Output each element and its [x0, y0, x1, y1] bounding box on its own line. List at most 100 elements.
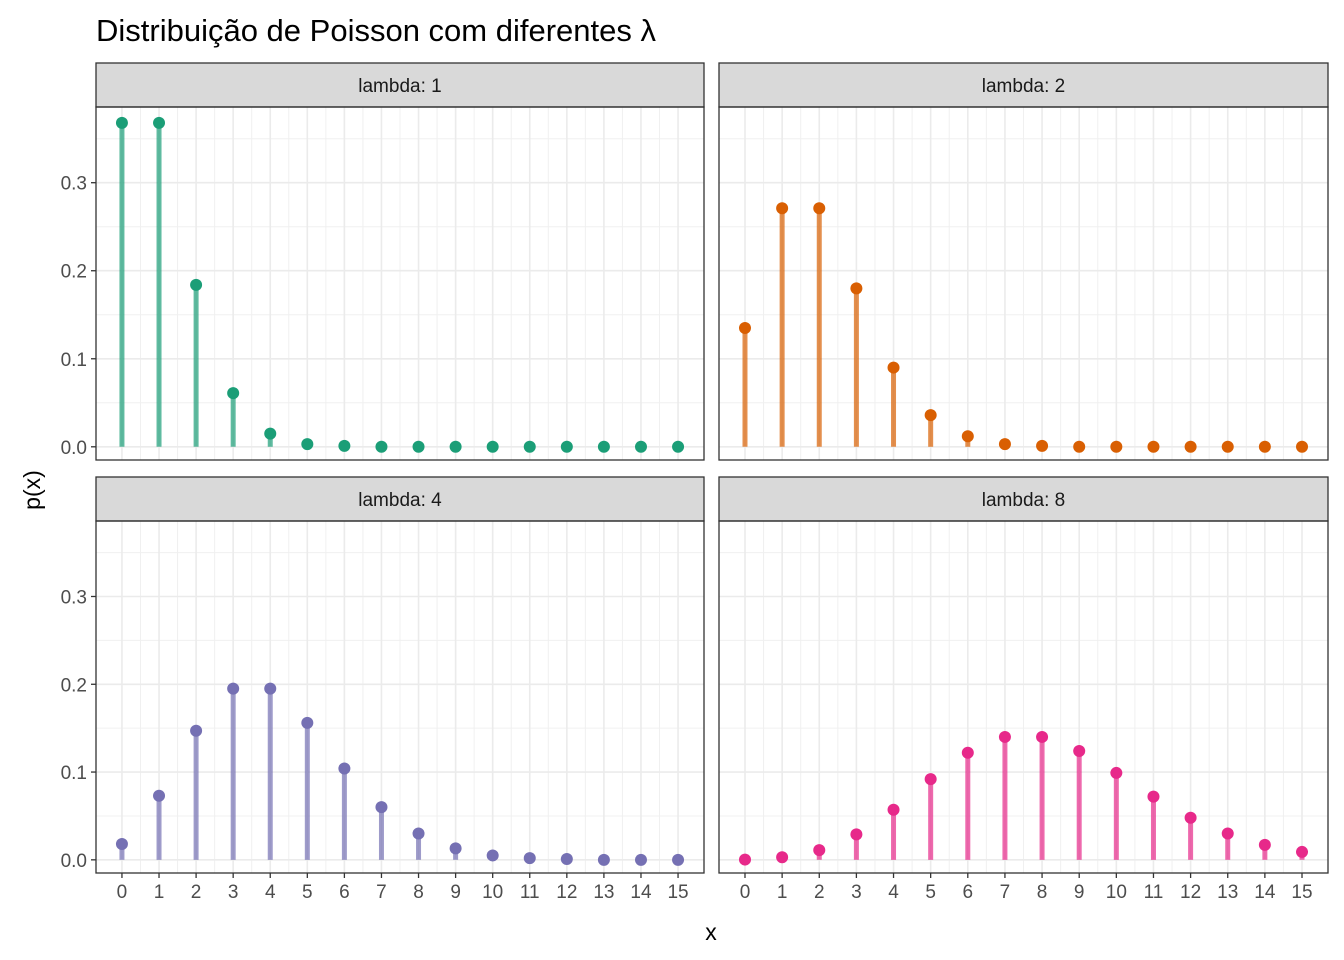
lollipop-point	[1258, 838, 1271, 851]
lollipop-point	[597, 853, 610, 866]
x-tick-label: 12	[1180, 882, 1201, 903]
lollipop-point	[412, 827, 425, 840]
panel-border	[95, 520, 705, 874]
x-tick-label: 9	[450, 882, 461, 903]
lollipop-point	[375, 440, 388, 453]
lollipop-point	[776, 851, 789, 864]
lollipop-point	[738, 321, 751, 334]
lollipop-point	[449, 440, 462, 453]
lollipop-point	[115, 116, 128, 129]
lollipop-point	[998, 730, 1011, 743]
lollipop-point	[1110, 440, 1123, 453]
lollipop-point	[1036, 730, 1049, 743]
lollipop-point	[153, 789, 166, 802]
x-tick-label: 2	[814, 882, 825, 903]
x-tick-label: 10	[482, 882, 503, 903]
lollipop-point	[227, 682, 240, 695]
x-tick-label: 1	[154, 882, 165, 903]
x-tick-label: 14	[1254, 882, 1276, 903]
x-tick-label: 7	[1000, 882, 1011, 903]
lollipop-point	[301, 716, 314, 729]
lollipop-point	[560, 440, 573, 453]
x-tick-label: 5	[925, 882, 936, 903]
x-tick-label: 9	[1074, 882, 1085, 903]
lollipop-point	[523, 852, 536, 865]
lollipop-point	[338, 439, 351, 452]
lollipop-point	[1258, 440, 1271, 453]
lollipop-point	[1296, 845, 1309, 858]
lollipop-point	[961, 430, 974, 443]
lollipop-point	[634, 440, 647, 453]
x-tick-label: 2	[191, 882, 202, 903]
lollipop-point	[1296, 440, 1309, 453]
facet-panel: lambda: 80 1 2 3 4 5 6 7 8 9 10 11 12 13 14 15	[718, 476, 1329, 903]
facet-panels: lambda: 1 0.0 0.1 0.2 0.3 lambda: 2 lambda: 4 0…	[61, 62, 1329, 903]
x-tick-label: 13	[593, 882, 614, 903]
lollipop-point	[486, 440, 499, 453]
x-tick-label: 1	[777, 882, 788, 903]
lollipop-point	[375, 801, 388, 814]
x-tick-label: 8	[413, 882, 424, 903]
x-tick-label: 4	[888, 882, 899, 903]
lollipop-point	[597, 440, 610, 453]
x-tick-label: 15	[667, 882, 688, 903]
x-tick-label: 13	[1217, 882, 1238, 903]
x-tick-label: 7	[376, 882, 387, 903]
lollipop-point	[813, 202, 826, 215]
y-tick-label: 0.1	[61, 763, 87, 784]
lollipop-point	[1073, 440, 1086, 453]
lollipop-point	[338, 762, 351, 775]
lollipop-point	[672, 853, 685, 866]
panel-border	[718, 106, 1329, 461]
lollipop-point	[153, 116, 166, 129]
lollipop-point	[264, 427, 277, 440]
x-tick-label: 11	[520, 882, 540, 903]
lollipop-point	[560, 852, 573, 865]
lollipop-point	[672, 440, 685, 453]
lollipop-point	[1184, 811, 1197, 824]
lollipop-point	[887, 803, 900, 816]
lollipop-point	[634, 853, 647, 866]
x-tick-label: 0	[117, 882, 128, 903]
x-tick-label: 5	[302, 882, 313, 903]
lollipop-point	[1110, 766, 1123, 779]
lollipop-point	[998, 438, 1011, 451]
y-tick-label: 0.2	[61, 262, 87, 283]
lollipop-point	[813, 844, 826, 857]
lollipop-point	[449, 842, 462, 855]
facet-panel: lambda: 1 0.0 0.1 0.2 0.3	[61, 62, 705, 461]
y-tick-label: 0.3	[61, 587, 87, 608]
panel-border	[95, 106, 705, 461]
lollipop-point	[1147, 440, 1160, 453]
facet-strip-label: lambda: 1	[358, 76, 441, 97]
lollipop-point	[961, 746, 974, 759]
lollipop-point	[486, 849, 499, 862]
lollipop-point	[1184, 440, 1197, 453]
lollipop-point	[1036, 439, 1049, 452]
y-tick-label: 0.2	[61, 675, 87, 696]
lollipop-point	[301, 438, 314, 451]
x-axis-title: x	[705, 919, 717, 945]
x-tick-label: 6	[963, 882, 974, 903]
facet-strip	[718, 62, 1329, 108]
lollipop-point	[227, 387, 240, 400]
lollipop-point	[1147, 790, 1160, 803]
facet-panel: lambda: 40.00.10.20.30 1 2 3 4 5 6 7 8 9 10 11 12 13 1…	[61, 476, 705, 903]
lollipop-point	[738, 853, 751, 866]
lollipop-point	[887, 361, 900, 374]
lollipop-point	[924, 773, 937, 786]
panel-border	[718, 520, 1329, 874]
lollipop-point	[1221, 440, 1234, 453]
x-tick-label: 3	[228, 882, 239, 903]
lollipop-point	[776, 202, 789, 215]
lollipop-point	[523, 440, 536, 453]
lollipop-point	[190, 278, 203, 291]
x-tick-label: 6	[339, 882, 350, 903]
lollipop-point	[412, 440, 425, 453]
facet-strip-label: lambda: 2	[982, 76, 1065, 97]
lollipop-point	[115, 838, 128, 851]
x-tick-label: 14	[630, 882, 652, 903]
facet-strip	[95, 62, 705, 108]
x-tick-label: 3	[851, 882, 862, 903]
